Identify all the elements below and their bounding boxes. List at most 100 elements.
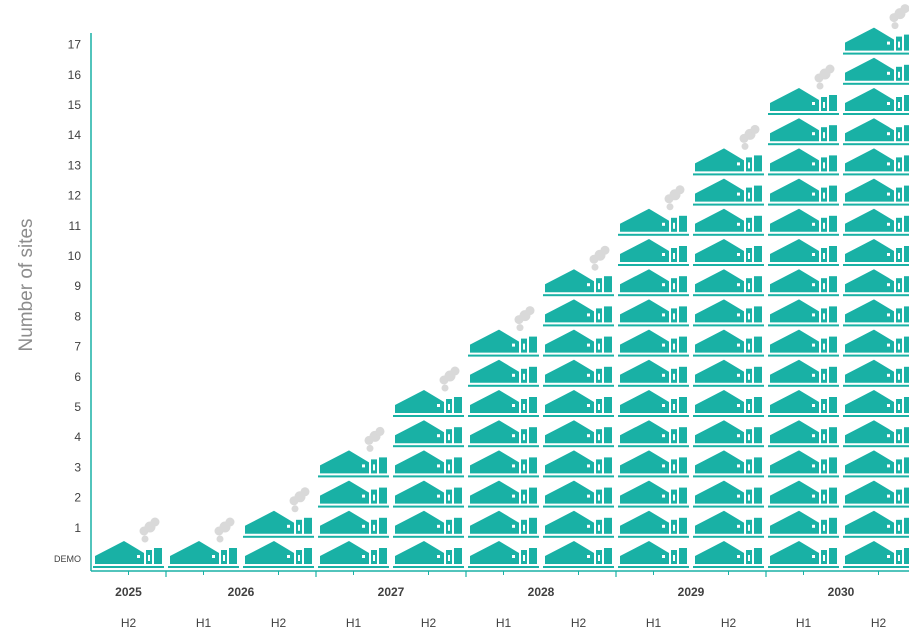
smoke-icon <box>814 64 835 90</box>
y-tick-label: 11 <box>69 219 82 233</box>
factory-icon <box>618 420 689 448</box>
y-tick-label: 15 <box>68 98 82 112</box>
factory-icon <box>318 450 389 478</box>
factory-icon <box>843 450 909 478</box>
factory-icon <box>618 329 689 357</box>
factory-icon <box>843 541 909 568</box>
factory-icon <box>693 359 764 387</box>
factory-icon <box>318 541 389 568</box>
smoke-icon <box>739 124 760 150</box>
factory-icon <box>843 359 909 387</box>
factory-icon <box>768 329 839 357</box>
y-tick-label: 14 <box>68 128 82 142</box>
factory-icon <box>843 118 909 146</box>
y-tick-label: 9 <box>74 279 81 293</box>
factory-icon <box>768 420 839 448</box>
factory-icon <box>468 510 539 538</box>
factory-icon <box>693 269 764 297</box>
y-tick-label: 7 <box>74 340 81 354</box>
x-half-label: H2 <box>871 616 887 630</box>
factory-icon <box>768 269 839 297</box>
y-tick-label: 12 <box>68 189 82 203</box>
x-half-label: H2 <box>271 616 287 630</box>
factory-icon <box>618 510 689 538</box>
factory-icon <box>768 208 839 236</box>
smoke-icon <box>589 245 610 271</box>
factory-icon <box>543 480 614 508</box>
factory-icon <box>768 239 839 266</box>
factory-icon <box>543 390 614 417</box>
factory-icon <box>543 450 614 478</box>
factory-icon <box>318 510 389 538</box>
factory-icon <box>93 541 164 568</box>
x-half-label: H2 <box>421 616 437 630</box>
factory-icon <box>618 269 689 297</box>
x-half-label: H1 <box>346 616 362 630</box>
smoke-icon <box>664 185 685 211</box>
factory-icon <box>843 88 909 115</box>
y-tick-label: DEMO <box>54 554 81 564</box>
factory-icon <box>243 541 314 568</box>
factory-icon <box>843 510 909 538</box>
smoke-icon <box>514 306 535 332</box>
x-half-label: H2 <box>121 616 137 630</box>
factory-icon <box>468 480 539 508</box>
y-axis-label: Number of sites <box>16 218 37 351</box>
smoke-icon <box>889 4 909 30</box>
factory-icon <box>843 269 909 297</box>
factory-icon <box>843 420 909 448</box>
factory-icon <box>693 208 764 236</box>
factory-icon <box>168 541 239 568</box>
factory-icon <box>468 450 539 478</box>
factory-icon <box>618 390 689 417</box>
factory-icon <box>693 239 764 266</box>
factory-icon <box>393 480 464 508</box>
factory-icon <box>468 420 539 448</box>
factory-icon <box>693 148 764 176</box>
y-tick-label: 10 <box>68 249 82 263</box>
smoke-icon <box>139 517 160 543</box>
factory-icon <box>618 450 689 478</box>
x-half-label: H1 <box>196 616 212 630</box>
factory-icon <box>618 541 689 568</box>
factory-icon <box>693 390 764 417</box>
factory-icon <box>618 208 689 236</box>
factory-icon <box>768 118 839 146</box>
factory-icon <box>318 480 389 508</box>
factory-icon <box>843 390 909 417</box>
x-year-label: 2030 <box>828 585 855 599</box>
factory-icon <box>393 541 464 568</box>
y-tick-label: 2 <box>74 491 81 505</box>
y-tick-label: 8 <box>74 309 81 323</box>
factory-icon <box>393 450 464 478</box>
factory-icon <box>768 510 839 538</box>
factory-icon <box>843 329 909 357</box>
factory-icon <box>468 329 539 357</box>
factory-icon <box>243 510 314 538</box>
factory-icon <box>543 510 614 538</box>
factory-icon <box>768 88 839 115</box>
y-tick-label: 3 <box>74 460 81 474</box>
factory-icon <box>693 480 764 508</box>
y-tick-label: 5 <box>74 400 81 414</box>
factory-icon <box>693 541 764 568</box>
x-year-label: 2027 <box>378 585 405 599</box>
factory-icon <box>393 420 464 448</box>
x-half-label: H1 <box>796 616 812 630</box>
factory-icon <box>543 541 614 568</box>
factory-icon <box>693 329 764 357</box>
x-axis: H2 H1 H2 H1 H2 H1 H2 H1 H2 H1 H2 2025 2026 2027 2028 20… <box>91 570 909 630</box>
factory-icon <box>618 239 689 266</box>
factory-icon <box>768 541 839 568</box>
x-half-label: H2 <box>721 616 737 630</box>
x-half-label: H1 <box>646 616 662 630</box>
factory-icon <box>843 27 909 55</box>
x-year-label: 2029 <box>678 585 705 599</box>
factory-icon <box>543 359 614 387</box>
y-tick-label: 6 <box>74 370 81 384</box>
x-year-label: 2028 <box>528 585 555 599</box>
factory-icon <box>843 57 909 85</box>
x-half-label: H2 <box>571 616 587 630</box>
